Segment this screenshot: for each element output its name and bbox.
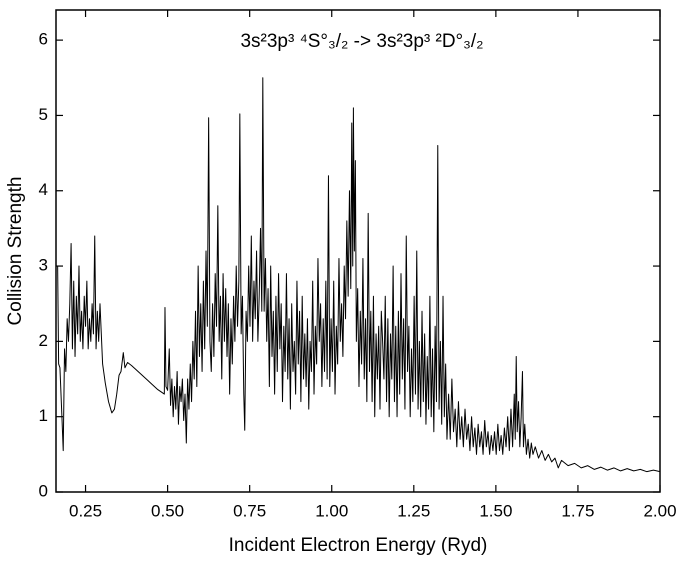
x-tick-label: 0.75 xyxy=(233,501,266,520)
y-tick-label: 0 xyxy=(39,481,48,500)
y-tick-label: 3 xyxy=(39,256,48,275)
plot-frame xyxy=(55,9,661,493)
x-tick-label: 0.25 xyxy=(69,501,102,520)
x-tick-label: 2.00 xyxy=(643,501,676,520)
x-tick-label: 1.00 xyxy=(315,501,348,520)
data-line xyxy=(57,77,661,473)
y-tick-label: 5 xyxy=(39,105,48,124)
x-tick-label: 1.50 xyxy=(479,501,512,520)
y-tick-label: 2 xyxy=(39,331,48,350)
x-tick-label: 1.75 xyxy=(561,501,594,520)
y-axis-label: Collision Strength xyxy=(5,177,26,326)
y-tick-label: 4 xyxy=(39,180,48,199)
chart-title: 3s²3p³ ⁴S°₃/₂ -> 3s²3p³ ²D°₃/₂ xyxy=(240,31,483,52)
y-tick-label: 6 xyxy=(39,30,48,49)
x-axis-label: Incident Electron Energy (Ryd) xyxy=(229,535,488,556)
y-tick-label: 1 xyxy=(39,406,48,425)
x-tick-label: 0.50 xyxy=(151,501,184,520)
x-tick-label: 1.25 xyxy=(397,501,430,520)
